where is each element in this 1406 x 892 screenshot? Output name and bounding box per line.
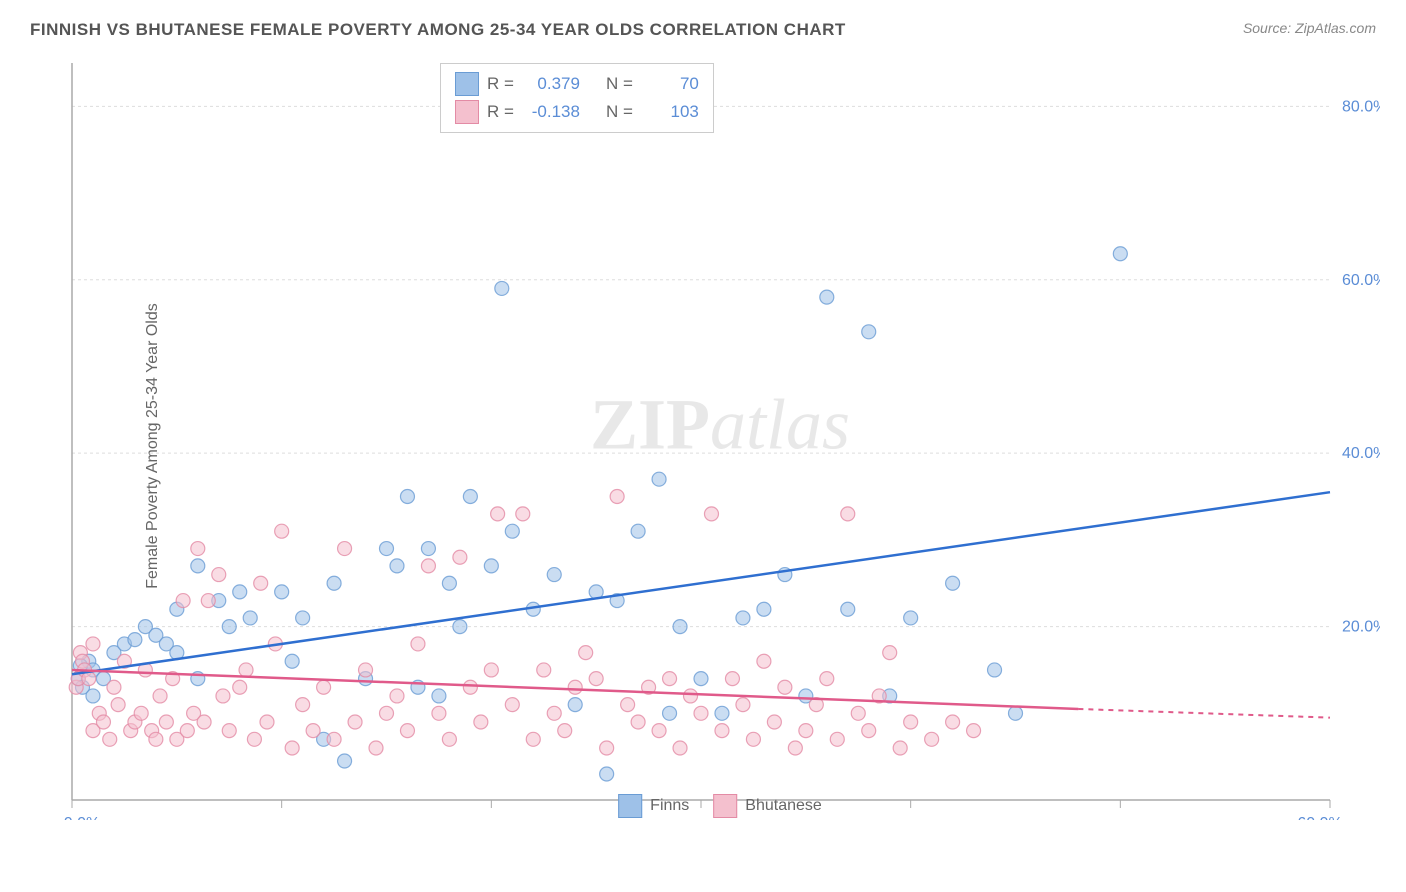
legend-swatch	[455, 72, 479, 96]
r-value: 0.379	[522, 74, 580, 94]
legend-swatch	[455, 100, 479, 124]
n-value: 70	[641, 74, 699, 94]
svg-text:40.0%: 40.0%	[1342, 445, 1380, 462]
svg-text:60.0%: 60.0%	[1297, 815, 1342, 820]
plot-svg: 20.0% 40.0% 60.0% 80.0% 0.0% 60.0%	[60, 60, 1380, 820]
n-value: 103	[641, 102, 699, 122]
svg-text:60.0%: 60.0%	[1342, 272, 1380, 289]
svg-text:0.0%: 0.0%	[64, 815, 100, 820]
series-label: Finns	[650, 797, 689, 815]
svg-text:80.0%: 80.0%	[1342, 98, 1380, 115]
legend-swatch	[618, 794, 642, 818]
page-title: FINNISH VS BHUTANESE FEMALE POVERTY AMON…	[30, 20, 846, 40]
r-label: R =	[487, 74, 514, 94]
n-label: N =	[606, 102, 633, 122]
series-legend-item: Finns	[618, 794, 689, 818]
n-label: N =	[606, 74, 633, 94]
correlation-chart: ZIPatlas 20.0%40.0%60.0%80.0%0.0%60.0% R…	[60, 60, 1380, 820]
legend-row: R = 0.379 N = 70	[455, 70, 699, 98]
legend-swatch	[713, 794, 737, 818]
series-label: Bhutanese	[745, 797, 822, 815]
svg-text:20.0%: 20.0%	[1342, 619, 1380, 636]
legend-row: R = -0.138 N = 103	[455, 98, 699, 126]
source-attribution: Source: ZipAtlas.com	[1243, 20, 1376, 36]
r-value: -0.138	[522, 102, 580, 122]
r-label: R =	[487, 102, 514, 122]
correlation-legend: R = 0.379 N = 70 R = -0.138 N = 103	[440, 63, 714, 133]
series-legend: Finns Bhutanese	[618, 794, 822, 818]
series-legend-item: Bhutanese	[713, 794, 822, 818]
